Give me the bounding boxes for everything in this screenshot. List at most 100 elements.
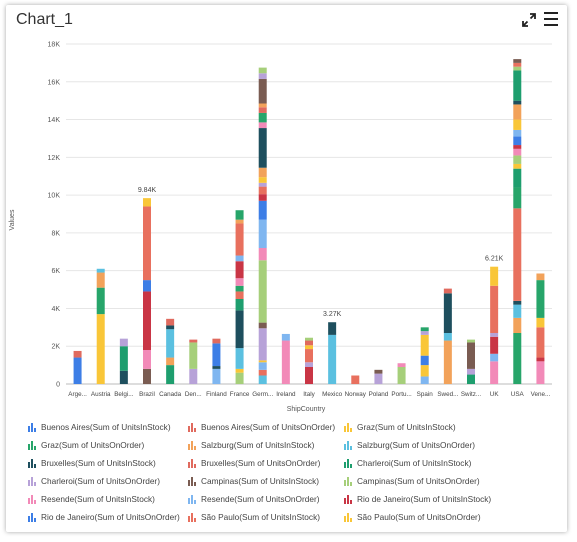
bar-segment[interactable]: [305, 362, 313, 367]
bar-segment[interactable]: [513, 129, 522, 137]
bar-segment[interactable]: [467, 368, 475, 375]
bar-segment[interactable]: [235, 210, 244, 220]
bar-segment[interactable]: [328, 334, 337, 384]
bar-segment[interactable]: [536, 361, 545, 384]
bar-segment[interactable]: [513, 317, 522, 333]
bar-segment[interactable]: [189, 339, 198, 343]
bar-segment[interactable]: [513, 333, 522, 384]
bar-segment[interactable]: [143, 206, 151, 281]
bar-segment[interactable]: [258, 177, 267, 183]
bar-segment[interactable]: [235, 278, 244, 286]
bar-segment[interactable]: [96, 272, 105, 288]
bar-segment[interactable]: [258, 219, 267, 248]
bar-segment[interactable]: [212, 343, 221, 367]
bar-segment[interactable]: [258, 369, 267, 376]
bar-segment[interactable]: [258, 362, 267, 370]
bar-segment[interactable]: [235, 372, 244, 384]
bar-segment[interactable]: [513, 300, 522, 305]
bar-segment[interactable]: [305, 337, 313, 341]
bar-segment[interactable]: [420, 327, 429, 332]
bar-segment[interactable]: [212, 366, 221, 369]
legend-item[interactable]: Bruxelles(Sum of UnitsOnOrder): [188, 458, 320, 469]
bar-segment[interactable]: [143, 280, 151, 292]
bar-segment[interactable]: [258, 328, 267, 361]
legend-item[interactable]: Buenos Aires(Sum of UnitsInStock): [28, 422, 171, 433]
bar-segment[interactable]: [536, 317, 545, 328]
legend-item[interactable]: Resende(Sum of UnitsInStock): [28, 494, 155, 505]
bar-segment[interactable]: [73, 350, 82, 358]
bar-segment[interactable]: [166, 357, 175, 366]
bar-segment[interactable]: [258, 103, 267, 108]
bar-segment[interactable]: [235, 223, 244, 256]
bar-segment[interactable]: [490, 285, 499, 333]
bar-segment[interactable]: [467, 342, 475, 369]
bar-segment[interactable]: [513, 155, 522, 164]
bar-segment[interactable]: [235, 291, 244, 299]
bar-segment[interactable]: [235, 310, 244, 349]
bar-segment[interactable]: [143, 198, 151, 207]
bar-segment[interactable]: [143, 291, 151, 350]
bar-segment[interactable]: [235, 219, 244, 224]
bar-segment[interactable]: [513, 104, 522, 120]
bar-segment[interactable]: [258, 128, 267, 168]
bar-segment[interactable]: [513, 66, 522, 71]
bar-segment[interactable]: [235, 261, 244, 279]
bar-segment[interactable]: [212, 368, 221, 384]
bar-segment[interactable]: [490, 353, 499, 362]
bar-segment[interactable]: [235, 285, 244, 292]
bar-segment[interactable]: [536, 280, 545, 318]
legend-item[interactable]: Salzburg(Sum of UnitsOnOrder): [344, 440, 475, 451]
legend-item[interactable]: Rio de Janeiro(Sum of UnitsInStock): [344, 494, 491, 505]
bar-segment[interactable]: [351, 375, 360, 385]
legend-item[interactable]: Bruxelles(Sum of UnitsInStock): [28, 458, 156, 469]
bar-segment[interactable]: [258, 260, 267, 323]
bar-segment[interactable]: [467, 339, 475, 343]
bar-segment[interactable]: [490, 266, 499, 286]
bar-segment[interactable]: [513, 70, 522, 101]
bar-segment[interactable]: [305, 345, 313, 350]
bar-segment[interactable]: [374, 373, 383, 384]
bar-segment[interactable]: [513, 145, 522, 149]
bar-segment[interactable]: [258, 375, 267, 385]
bar-segment[interactable]: [281, 333, 290, 341]
bar-segment[interactable]: [235, 348, 244, 369]
bar-segment[interactable]: [166, 325, 175, 330]
bar-segment[interactable]: [305, 340, 313, 346]
bar-segment[interactable]: [258, 122, 267, 129]
legend-item[interactable]: São Paulo(Sum of UnitsInStock): [188, 512, 320, 523]
bar-segment[interactable]: [443, 340, 452, 384]
bar-segment[interactable]: [73, 357, 82, 384]
bar-segment[interactable]: [258, 73, 267, 79]
bar-segment[interactable]: [258, 107, 267, 113]
legend-item[interactable]: São Paulo(Sum of UnitsOnOrder): [344, 512, 481, 523]
legend-item[interactable]: Buenos Aires(Sum of UnitsOnOrder): [188, 422, 335, 433]
hamburger-menu-icon[interactable]: [544, 12, 558, 26]
bar-segment[interactable]: [258, 182, 267, 187]
bar-segment[interactable]: [189, 342, 198, 369]
bar-segment[interactable]: [281, 340, 290, 384]
bar-segment[interactable]: [258, 78, 267, 104]
bar-segment[interactable]: [513, 119, 522, 130]
bar-segment[interactable]: [96, 287, 105, 315]
bar-segment[interactable]: [536, 273, 545, 281]
bar-segment[interactable]: [513, 59, 522, 63]
bar-segment[interactable]: [513, 62, 522, 67]
bar-segment[interactable]: [143, 368, 151, 384]
bar-segment[interactable]: [420, 376, 429, 384]
bar-segment[interactable]: [513, 304, 522, 318]
legend-item[interactable]: Charleroi(Sum of UnitsOnOrder): [28, 476, 160, 487]
bar-segment[interactable]: [536, 357, 545, 362]
bar-segment[interactable]: [443, 288, 452, 294]
bar-segment[interactable]: [420, 331, 429, 335]
bar-segment[interactable]: [513, 208, 522, 301]
bar-segment[interactable]: [258, 67, 267, 74]
legend-item[interactable]: Charleroi(Sum of UnitsInStock): [344, 458, 471, 469]
bar-segment[interactable]: [119, 338, 128, 347]
bar-segment[interactable]: [536, 327, 545, 358]
legend-item[interactable]: Salzburg(Sum of UnitsInStock): [188, 440, 314, 451]
bar-segment[interactable]: [420, 334, 429, 356]
bar-segment[interactable]: [166, 365, 175, 384]
bar-segment[interactable]: [258, 186, 267, 195]
bar-segment[interactable]: [397, 367, 406, 384]
bar-segment[interactable]: [258, 112, 267, 123]
